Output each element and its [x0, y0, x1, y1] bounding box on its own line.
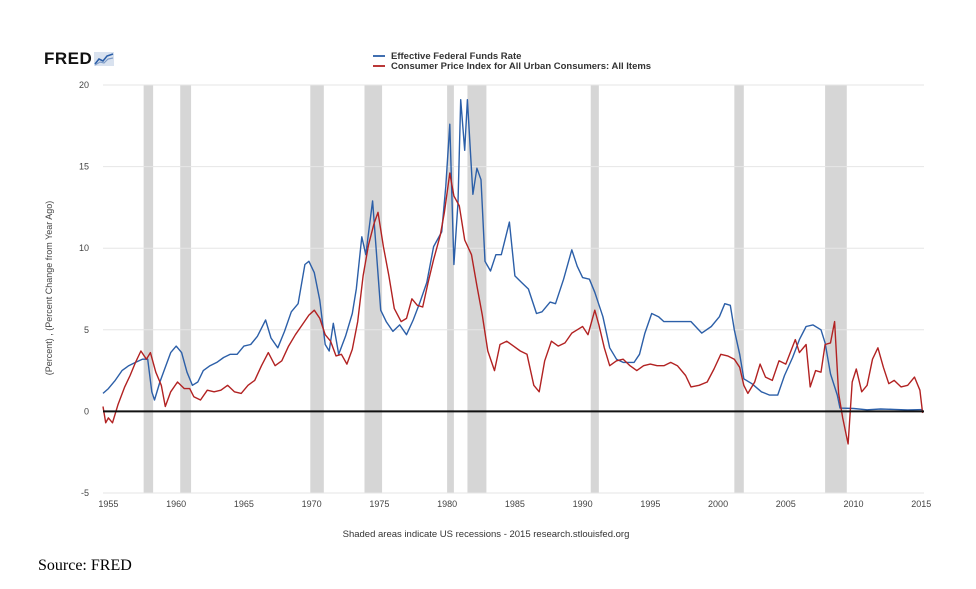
recession-band-1: [180, 85, 192, 493]
fred-logo: FRED: [44, 49, 115, 69]
y-tick-10: 10: [79, 243, 89, 253]
fred-logo-icon: [94, 52, 115, 66]
y-tick-5: 5: [84, 325, 89, 335]
y-axis-label: (Percent) , (Percent Change from Year Ag…: [44, 201, 54, 376]
fred-logo-text: FRED: [44, 49, 93, 68]
series-line-1: [102, 172, 924, 445]
legend-label-0: Effective Federal Funds Rate: [391, 51, 521, 62]
x-tick-1960: 1960: [166, 499, 186, 509]
x-tick-1990: 1990: [573, 499, 593, 509]
recession-band-0: [143, 85, 154, 493]
recession-band-6: [590, 85, 599, 493]
x-tick-1980: 1980: [437, 499, 457, 509]
y-tick-0: 0: [84, 406, 89, 416]
x-tick-1965: 1965: [234, 499, 254, 509]
y-tick-20: 20: [79, 80, 89, 90]
recession-band-8: [825, 85, 847, 493]
x-tick-2005: 2005: [776, 499, 796, 509]
recession-band-4: [447, 85, 454, 493]
x-tick-1985: 1985: [505, 499, 525, 509]
legend-label-1: Consumer Price Index for All Urban Consu…: [391, 61, 651, 72]
x-tick-2010: 2010: [844, 499, 864, 509]
recession-bands: [143, 85, 847, 493]
x-tick-labels: 1955 1960 1965 1970 1975 1980 1985 1990 1995 2000…: [98, 499, 931, 509]
x-tick-1970: 1970: [302, 499, 322, 509]
x-tick-2000: 2000: [708, 499, 728, 509]
x-tick-1955: 1955: [98, 499, 118, 509]
x-tick-1975: 1975: [369, 499, 389, 509]
recession-note: Shaded areas indicate US recessions - 20…: [343, 529, 630, 540]
source-caption: Source: FRED: [38, 557, 132, 574]
y-tick-labels: -5 0 5 10 15 20: [79, 80, 89, 498]
x-tick-2015: 2015: [911, 499, 931, 509]
recession-band-3: [364, 85, 383, 493]
x-tick-1995: 1995: [640, 499, 660, 509]
recession-band-7: [734, 85, 744, 493]
y-tick-15: 15: [79, 162, 89, 172]
series-line-0: [102, 98, 923, 411]
grid-lines: [103, 84, 924, 494]
series-lines: [102, 98, 924, 445]
y-tick--5: -5: [81, 488, 89, 498]
